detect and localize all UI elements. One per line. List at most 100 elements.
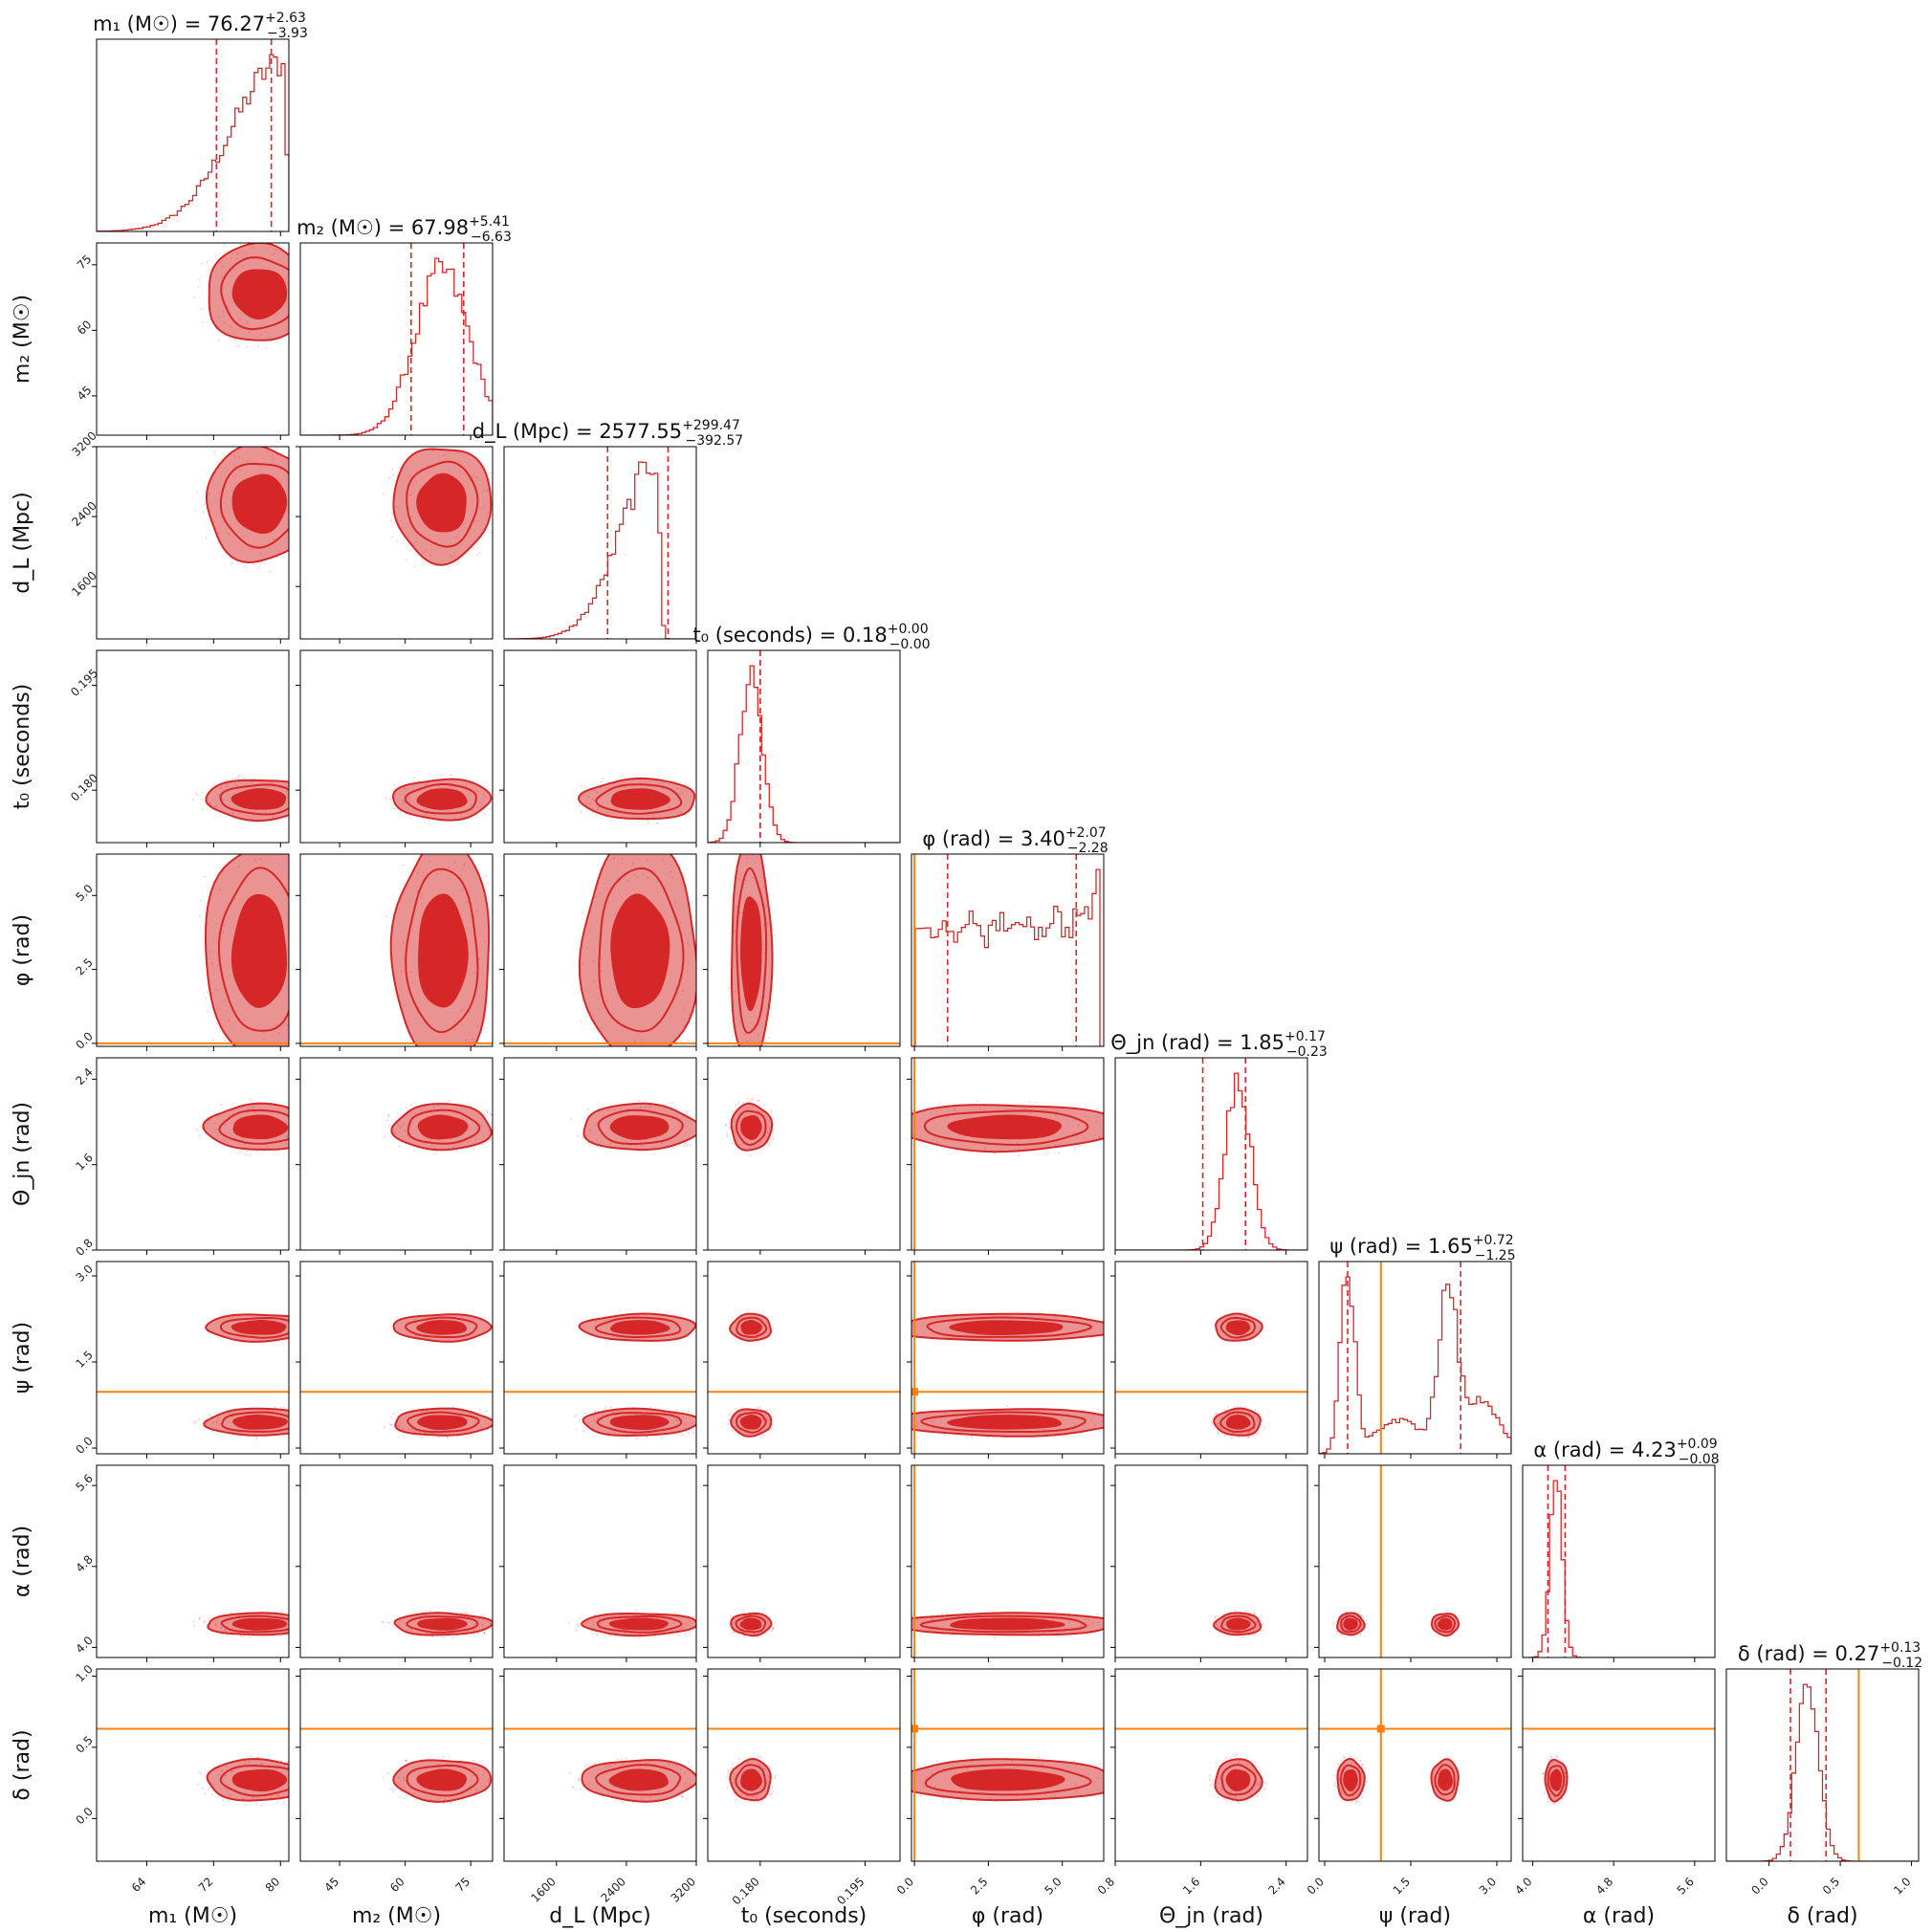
scatter-point: [727, 1769, 729, 1772]
xlabel-m1: m₁ (M☉): [148, 1904, 237, 1928]
scatter-point: [473, 833, 475, 835]
scatter-point: [449, 1100, 451, 1103]
scatter-point: [935, 1760, 938, 1762]
x-tick-label: 5.6: [1675, 1875, 1697, 1897]
scatter-point: [894, 1616, 896, 1618]
scatter-point: [585, 1763, 588, 1766]
scatter-point: [306, 785, 308, 787]
contour-inner: [1438, 1768, 1453, 1791]
scatter-point: [257, 1088, 259, 1090]
scatter-point: [612, 845, 614, 847]
contour-mid: [221, 1411, 289, 1433]
scatter-point: [626, 1437, 627, 1439]
scatter-point: [909, 1147, 911, 1149]
scatter-point: [211, 1793, 213, 1796]
contour-inner: [609, 1115, 670, 1140]
scatter-point: [293, 1782, 295, 1784]
scatter-point: [388, 1622, 390, 1624]
scatter-point: [215, 258, 218, 260]
scatter-point: [309, 291, 311, 293]
scatter-point: [1217, 1430, 1219, 1433]
scatter-point: [1211, 1420, 1213, 1423]
scatter-point: [481, 851, 483, 853]
scatter-point: [725, 1123, 727, 1126]
panel-alpha-m2: [296, 1464, 494, 1662]
contour-mid: [218, 867, 289, 1032]
scatter-point: [1355, 1799, 1358, 1802]
scatter-point: [309, 1419, 311, 1421]
scatter-point: [268, 442, 270, 444]
panel-psi-m2: [296, 1261, 494, 1459]
scatter-point: [391, 468, 394, 471]
scatter-point: [313, 1616, 315, 1618]
contour-inner: [417, 1415, 468, 1431]
scatter-point: [1265, 1783, 1267, 1786]
scatter-point: [1110, 1624, 1112, 1626]
scatter-point: [250, 1801, 252, 1803]
panel-frame: [503, 1057, 697, 1251]
scatter-point: [389, 1423, 392, 1426]
scatter-point: [727, 987, 730, 990]
scatter-point: [282, 1801, 285, 1804]
scatter-point: [318, 1417, 320, 1419]
scatter-point: [483, 1113, 486, 1115]
scatter-point: [315, 1623, 317, 1625]
scatter-point: [227, 1799, 230, 1802]
contour-mid: [404, 783, 477, 815]
histogram-phi: [911, 868, 1104, 1046]
scatter-point: [750, 837, 752, 839]
panel-alpha-alpha: α (rad) = 4.23+0.09 −0.08: [1522, 1437, 1720, 1662]
scatter-point: [766, 1142, 769, 1145]
scatter-point: [626, 825, 628, 827]
scatter-point: [311, 298, 313, 300]
panel-m1-m1: m₁ (M☉) = 76.27+2.63 −3.93: [93, 11, 308, 236]
scatter-point: [314, 790, 316, 792]
scatter-point: [1107, 1122, 1109, 1124]
panel-theta-theta: Θ_jn (rad) = 1.85+0.17 −0.23: [1110, 1029, 1328, 1255]
scatter-point: [231, 778, 233, 779]
scatter-point: [277, 243, 280, 246]
scatter-point: [742, 1102, 745, 1105]
scatter-point: [1126, 1623, 1128, 1625]
scatter-point: [479, 1614, 481, 1616]
scatter-point: [301, 1789, 303, 1791]
scatter-point: [306, 1793, 308, 1795]
scatter-point: [594, 1762, 596, 1765]
scatter-point: [726, 1787, 729, 1789]
contour-inner: [610, 1320, 670, 1335]
contour-mid: [735, 1316, 768, 1338]
contour-inner: [950, 1617, 1065, 1631]
x-tick-label: 0.180: [730, 1875, 762, 1907]
scatter-point: [567, 1621, 570, 1624]
scatter-point: [1216, 1413, 1218, 1415]
scatter-point: [207, 269, 209, 272]
scatter-point: [872, 1420, 874, 1422]
scatter-point: [405, 559, 407, 561]
panel-frame: [96, 242, 290, 436]
panel-frame: [911, 1668, 1105, 1862]
scatter-point: [761, 825, 763, 827]
panel-alpha-phi: [894, 1464, 1128, 1662]
scatter-point: [575, 1629, 578, 1632]
scatter-point: [1078, 1145, 1081, 1147]
x-tick-label: 1.5: [1391, 1875, 1413, 1897]
panel-t0-t0: t₀ (seconds) = 0.18+0.00 −0.00: [692, 622, 931, 847]
scatter-point: [243, 1068, 245, 1070]
scatter-point: [392, 1789, 395, 1790]
scatter-point: [250, 1755, 252, 1758]
scatter-point: [1143, 1785, 1145, 1787]
panel-frame: [503, 649, 697, 844]
x-tick-label: 3200: [669, 1875, 698, 1904]
scatter-point: [1128, 1128, 1130, 1130]
panel-frame: [707, 1668, 901, 1862]
scatter-point: [487, 882, 489, 885]
scatter-point: [610, 1406, 612, 1409]
scatter-point: [308, 1416, 310, 1417]
scatter-point: [692, 1431, 694, 1434]
scatter-point: [301, 1410, 303, 1412]
scatter-point: [276, 440, 278, 442]
scatter-point: [892, 1425, 894, 1427]
contour-inner: [231, 893, 288, 1008]
contour-mid: [220, 256, 289, 331]
scatter-point: [909, 1780, 911, 1782]
